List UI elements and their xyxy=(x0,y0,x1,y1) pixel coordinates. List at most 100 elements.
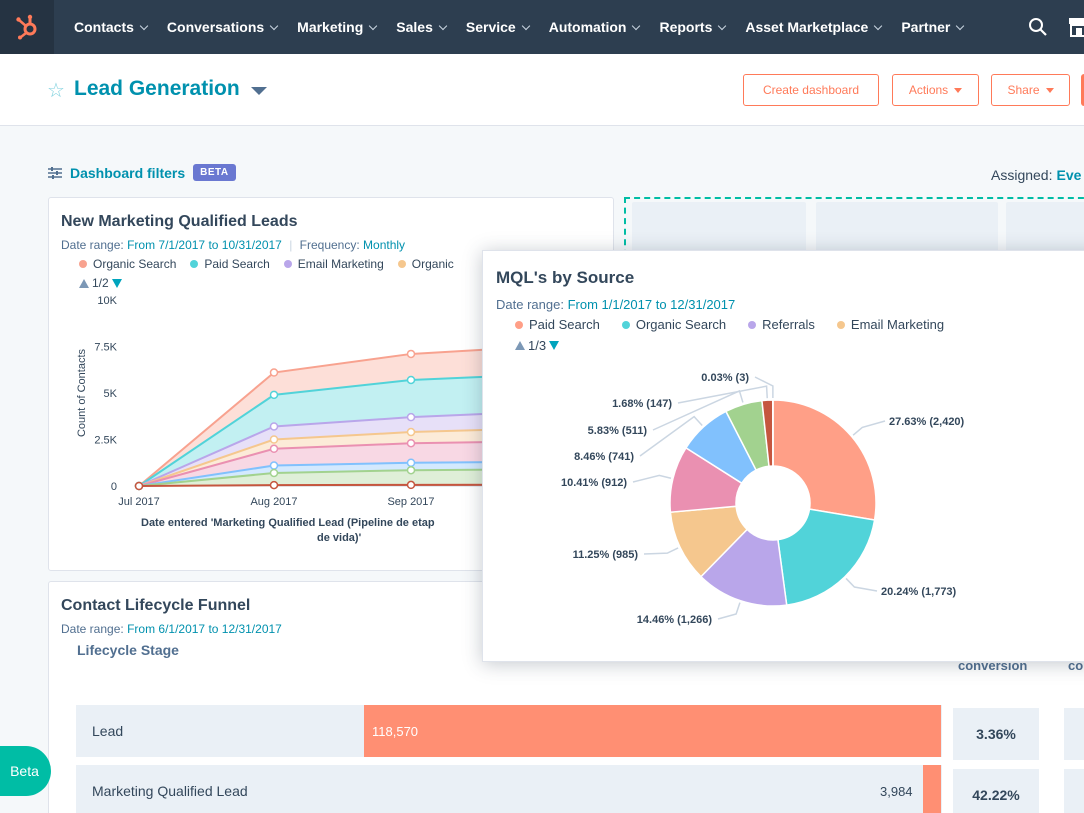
beta-feedback-button[interactable]: Beta xyxy=(0,746,51,796)
lifecycle-stage-header: Lifecycle Stage xyxy=(77,642,179,658)
funnel-bar[interactable] xyxy=(364,705,941,757)
nav-item-automation[interactable]: Automation xyxy=(539,19,650,35)
create-dashboard-button[interactable]: Create dashboard xyxy=(743,74,879,106)
dashboard-filters[interactable]: Dashboard filters BETA xyxy=(48,164,236,181)
legend-swatch xyxy=(79,260,87,268)
pie-slice[interactable] xyxy=(699,528,788,607)
frequency-value: Monthly xyxy=(363,238,406,252)
data-point xyxy=(406,349,416,359)
funnel-row[interactable]: Lead 118,570 xyxy=(76,705,942,757)
funnel-bar[interactable] xyxy=(923,765,941,813)
report-meta: Date range: From 7/1/2017 to 10/31/2017 … xyxy=(61,238,406,252)
dashboard-title[interactable]: Lead Generation xyxy=(74,77,240,100)
dashboard-switcher-caret-icon[interactable] xyxy=(251,87,267,95)
nav-item-conversations[interactable]: Conversations xyxy=(157,19,287,35)
legend-item[interactable]: Email Marketing xyxy=(836,317,944,332)
legend-swatch xyxy=(515,320,523,329)
pie-data-label: 0.03% (3) xyxy=(701,372,749,384)
nav-menu: Contacts Conversations Marketing Sales Servi… xyxy=(54,0,973,54)
legend-item[interactable]: Organic Search xyxy=(621,317,726,332)
legend-item[interactable]: Organic xyxy=(397,257,454,271)
data-point xyxy=(269,435,279,444)
area-series-fill xyxy=(139,411,539,486)
x-tick-label: Sep 2017 xyxy=(387,496,434,508)
nav-item-marketing[interactable]: Marketing xyxy=(287,19,386,35)
assigned-value[interactable]: Eve xyxy=(1056,167,1082,183)
pie-data-label: 5.83% (511) xyxy=(588,425,648,437)
legend-pager[interactable]: 1/2 xyxy=(79,276,122,290)
area-series-fill xyxy=(139,461,539,486)
caret-down-icon xyxy=(954,87,963,93)
pie-slice[interactable] xyxy=(772,399,877,521)
pie-slice[interactable] xyxy=(777,508,876,606)
chevron-down-icon xyxy=(369,21,378,30)
legend-swatch xyxy=(836,320,845,329)
pie-leader-line xyxy=(852,420,886,436)
legend-swatch xyxy=(283,260,292,268)
funnel-value: 118,570 xyxy=(372,724,419,739)
report-drop-zone xyxy=(624,197,1084,277)
beta-badge: BETA xyxy=(193,164,236,181)
mql-by-source-popup[interactable]: MQL's by Source Date range: From 1/1/201… xyxy=(482,250,1084,662)
nav-item-label: Service xyxy=(465,19,516,35)
legend-next-icon[interactable] xyxy=(549,341,560,350)
share-button[interactable]: Share xyxy=(991,74,1070,106)
x-tick-label: Jul 2017 xyxy=(118,496,160,508)
legend-page: 1/3 xyxy=(528,338,547,353)
favorite-star-icon[interactable]: ☆ xyxy=(47,80,65,102)
legend-item[interactable]: Email Marketing xyxy=(283,257,384,271)
legend-label: Organic xyxy=(411,257,454,271)
nav-item-contacts[interactable]: Contacts xyxy=(64,19,157,35)
report-title[interactable]: New Marketing Qualified Leads xyxy=(61,213,298,230)
report-meta: Date range: From 1/1/2017 to 12/31/2017 xyxy=(496,297,735,312)
nav-item-reports[interactable]: Reports xyxy=(649,19,735,35)
area-series-fill xyxy=(139,469,539,486)
report-title[interactable]: MQL's by Source xyxy=(496,268,635,287)
legend-next-icon[interactable] xyxy=(111,278,122,288)
pie-leader-line xyxy=(717,602,741,620)
data-point xyxy=(406,458,416,467)
pie-leader-line xyxy=(677,385,768,404)
hubspot-logo[interactable] xyxy=(0,0,54,54)
conversion-rate-2 xyxy=(1064,769,1084,813)
legend-item[interactable]: Organic Search xyxy=(79,257,176,271)
funnel-stage-label: Lead xyxy=(92,723,124,739)
legend-item[interactable]: Referrals xyxy=(748,317,815,332)
legend-swatch xyxy=(190,260,199,268)
area-series-line xyxy=(138,468,540,487)
pie-leader-line xyxy=(643,547,679,555)
assigned-filter[interactable]: Assigned: Eve xyxy=(991,167,1081,183)
dashboard-filters-label[interactable]: Dashboard filters xyxy=(70,164,186,181)
chevron-down-icon xyxy=(139,21,149,30)
area-series-line xyxy=(138,483,540,487)
legend-pager[interactable]: 1/3 xyxy=(515,338,560,353)
data-point xyxy=(406,438,416,448)
legend-prev-icon[interactable] xyxy=(515,341,525,350)
area-series-line xyxy=(138,410,540,487)
nav-item-label: Reports xyxy=(659,19,713,35)
legend-item[interactable]: Paid Search xyxy=(515,317,600,332)
x-axis-label: de vida)' xyxy=(317,532,362,544)
marketplace-icon[interactable] xyxy=(1068,16,1084,38)
data-point xyxy=(269,461,279,470)
search-icon[interactable] xyxy=(1028,17,1048,37)
nav-item-partner[interactable]: Partner xyxy=(891,19,973,35)
legend-swatch xyxy=(621,320,630,329)
nav-item-service[interactable]: Service xyxy=(456,19,539,35)
legend-page: 1/2 xyxy=(92,276,109,290)
add-report-button[interactable] xyxy=(1081,74,1084,106)
create-dashboard-label: Create dashboard xyxy=(762,83,860,97)
funnel-row[interactable]: Marketing Qualified Lead 3,984 xyxy=(76,765,942,813)
nav-item-asset-marketplace[interactable]: Asset Marketplace xyxy=(735,19,891,35)
x-axis-label: Date entered 'Marketing Qualified Lead (… xyxy=(141,517,435,529)
legend-label: Paid Search xyxy=(529,317,600,332)
actions-button[interactable]: Actions xyxy=(892,74,979,106)
nav-item-sales[interactable]: Sales xyxy=(386,19,456,35)
nav-item-label: Marketing xyxy=(297,19,364,35)
data-point xyxy=(406,465,416,475)
report-title[interactable]: Contact Lifecycle Funnel xyxy=(61,597,251,614)
pie-leader-line xyxy=(639,415,703,457)
legend-prev-icon[interactable] xyxy=(79,278,89,288)
legend-item[interactable]: Paid Search xyxy=(190,257,270,271)
data-point xyxy=(269,422,279,431)
